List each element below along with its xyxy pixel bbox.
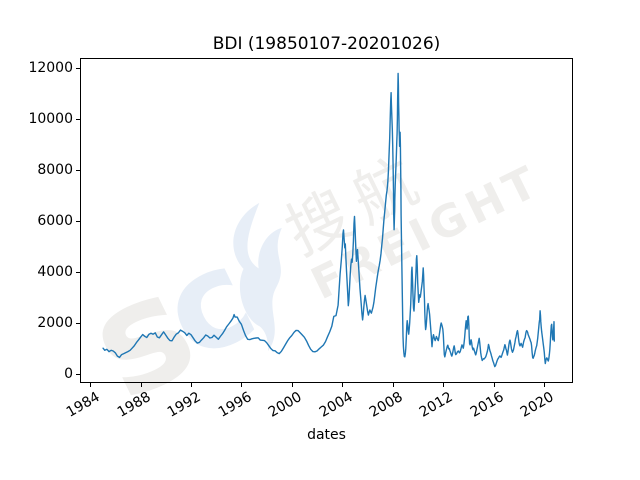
x-axis-label: dates [307,427,346,443]
x-tick-mark [90,383,92,387]
y-tick-mark [76,323,80,324]
y-tick-label: 6000 [37,213,73,229]
plot-area [80,58,573,383]
x-tick-mark [291,383,293,387]
x-tick-mark [140,383,142,387]
x-tick-mark [443,383,445,387]
y-tick-label: 0 [64,366,73,382]
y-tick-mark [76,119,80,120]
x-tick-mark [392,383,394,387]
x-tick-mark [191,383,192,387]
y-tick-mark [76,272,80,273]
x-tick-mark [342,383,344,387]
y-tick-label: 2000 [37,315,73,331]
y-tick-mark [76,170,80,171]
y-tick-mark [76,68,80,69]
x-tick-mark [241,383,243,387]
y-tick-label: 4000 [37,264,73,280]
y-tick-label: 12000 [28,60,73,76]
y-tick-label: 10000 [28,111,73,127]
chart-title: BDI (19850107-20201026) [212,34,441,54]
y-tick-mark [76,221,80,222]
x-tick-mark [544,383,545,387]
y-tick-label: 8000 [37,162,73,178]
bdi-line [102,72,555,368]
y-tick-mark [76,374,80,375]
x-tick-mark [493,383,495,387]
